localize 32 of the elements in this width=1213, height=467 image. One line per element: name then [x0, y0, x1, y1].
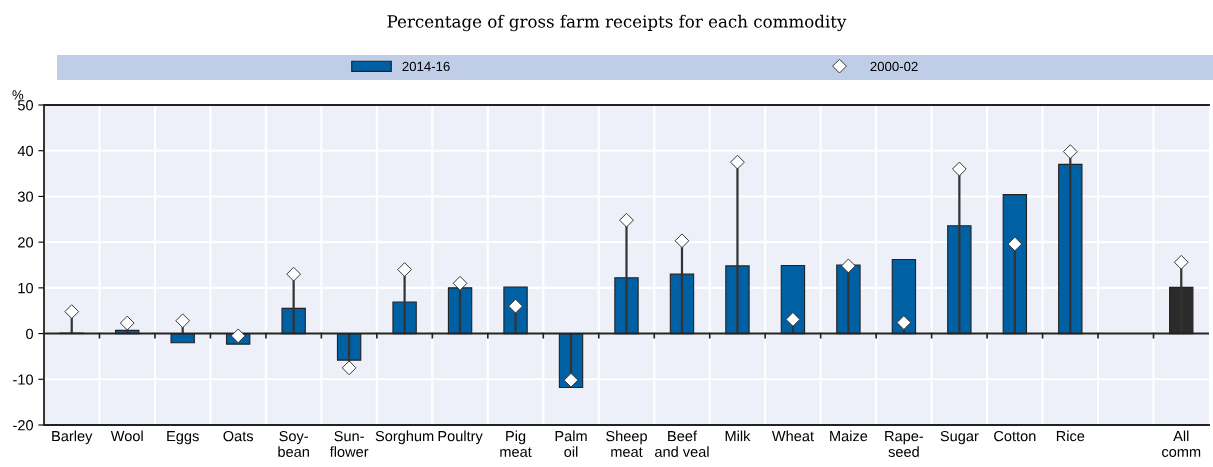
- x-tick-label: Sun- flower: [329, 430, 369, 457]
- x-tick-label: Milk: [725, 430, 751, 442]
- y-tick-label: -20: [13, 420, 34, 431]
- legend-label: 2000-02: [870, 61, 918, 72]
- x-tick-label: Sheep meat: [606, 430, 647, 457]
- x-tick-label: Wool: [110, 430, 143, 442]
- x-tick-label: Oats: [223, 430, 254, 442]
- x-tick-label: Rape- seed: [885, 431, 924, 457]
- y-tick-label: 40: [17, 145, 34, 157]
- x-tick-label: Eggs: [167, 431, 199, 445]
- chart-subtitle: Percentage of gross farm receipts for each commodity: [387, 14, 847, 32]
- y-axis-title: %: [12, 90, 24, 100]
- x-tick-label: Poultry: [438, 430, 483, 445]
- x-tick-label: Rice: [1056, 430, 1085, 442]
- x-tick-label: Soy- bean: [278, 430, 309, 457]
- y-tick-label: 20: [18, 237, 34, 248]
- x-tick-label: Sorghum: [375, 430, 434, 445]
- y-tick-label: 0: [26, 328, 34, 339]
- x-tick-label: Wheat: [771, 430, 814, 442]
- x-tick-label: Maize: [830, 430, 868, 442]
- x-tick-label: All comm: [1162, 430, 1201, 457]
- y-tick-label: 10: [18, 282, 34, 294]
- x-tick-label: Barley: [52, 430, 93, 445]
- y-tick-label: -10: [13, 374, 34, 385]
- x-tick-label: Beef and veal: [655, 430, 709, 457]
- y-tick-label: 50: [17, 100, 34, 111]
- x-tick-label: Pig meat: [500, 430, 532, 457]
- x-tick-label: Sugar: [940, 430, 979, 445]
- x-tick-label: Palm oil: [555, 430, 587, 457]
- y-tick-label: 30: [17, 191, 34, 202]
- legend-label: 2014-16: [402, 61, 450, 72]
- x-tick-label: Cotton: [994, 430, 1036, 442]
